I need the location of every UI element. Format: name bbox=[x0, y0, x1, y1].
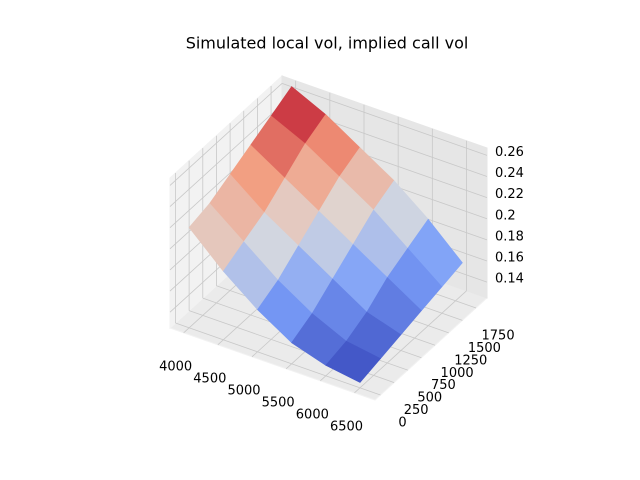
grid-line bbox=[175, 322, 381, 396]
z-tick-label: 0.24 bbox=[495, 166, 524, 181]
z-tick-label: 0.22 bbox=[495, 187, 524, 202]
grid-line bbox=[169, 83, 283, 186]
x-tick-label: 6000 bbox=[296, 407, 329, 422]
chart-title: Simulated local vol, implied call vol bbox=[186, 34, 469, 53]
x-tick-label: 4000 bbox=[159, 359, 192, 374]
x-tick-label: 4500 bbox=[193, 371, 226, 386]
x-tick-label: 5500 bbox=[262, 395, 295, 410]
y-tick-label: 1250 bbox=[454, 353, 487, 368]
surface-patch bbox=[325, 340, 381, 383]
y-tick-label: 1000 bbox=[441, 366, 474, 381]
grid-line bbox=[354, 290, 467, 394]
y-tick-label: 750 bbox=[431, 378, 456, 393]
z-tick-label: 0.16 bbox=[495, 251, 524, 266]
y-tick-label: 250 bbox=[404, 403, 429, 418]
x-tick-label: 6500 bbox=[330, 419, 363, 434]
z-tick-label: 0.26 bbox=[495, 145, 524, 160]
y-tick-label: 1500 bbox=[468, 341, 501, 356]
z-tick-label: 0.2 bbox=[495, 208, 516, 223]
y-tick-label: 1750 bbox=[482, 328, 515, 343]
z-tick-label: 0.14 bbox=[495, 272, 524, 287]
y-tick-label: 500 bbox=[417, 391, 442, 406]
grid-line bbox=[169, 104, 283, 207]
grid-line bbox=[281, 83, 488, 156]
x-tick-label: 5000 bbox=[227, 383, 260, 398]
z-tick-label: 0.18 bbox=[495, 229, 524, 244]
y-tick-label: 0 bbox=[398, 416, 406, 431]
